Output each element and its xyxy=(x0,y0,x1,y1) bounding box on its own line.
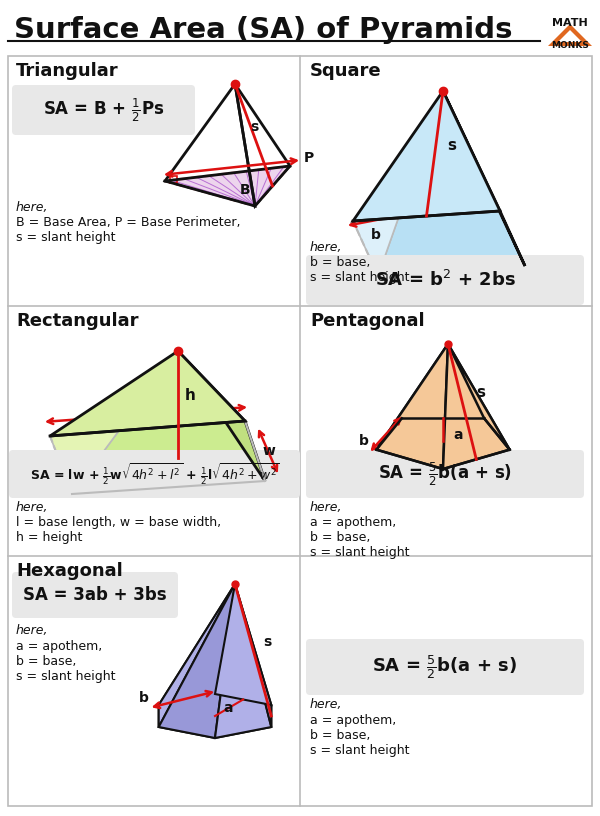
Text: s: s xyxy=(263,635,271,649)
Polygon shape xyxy=(159,584,235,738)
Text: Square: Square xyxy=(310,62,382,80)
Polygon shape xyxy=(353,91,443,276)
FancyBboxPatch shape xyxy=(12,572,178,618)
FancyBboxPatch shape xyxy=(9,450,300,498)
Polygon shape xyxy=(215,584,271,738)
Polygon shape xyxy=(353,91,500,221)
Text: h: h xyxy=(185,388,196,402)
Bar xyxy=(357,215,364,222)
Text: B = Base Area, P = Base Perimeter,
s = slant height: B = Base Area, P = Base Perimeter, s = s… xyxy=(16,216,241,244)
Text: here,: here, xyxy=(16,501,49,514)
Text: b = base,
s = slant height: b = base, s = slant height xyxy=(310,256,409,284)
Polygon shape xyxy=(376,419,509,469)
Text: here,: here, xyxy=(16,201,49,214)
Text: here,: here, xyxy=(310,698,343,711)
Text: SA = b$^2$ + 2bs: SA = b$^2$ + 2bs xyxy=(374,270,515,290)
Text: MATH: MATH xyxy=(552,18,588,28)
FancyBboxPatch shape xyxy=(306,639,584,695)
Text: SA = 3ab + 3bs: SA = 3ab + 3bs xyxy=(23,586,167,604)
Polygon shape xyxy=(378,91,525,276)
Bar xyxy=(170,176,177,183)
Text: b: b xyxy=(358,433,368,448)
Text: s: s xyxy=(447,138,456,153)
Bar xyxy=(241,693,247,698)
Polygon shape xyxy=(376,344,448,450)
Text: l = base length, w = base width,
h = height: l = base length, w = base width, h = hei… xyxy=(16,516,221,544)
Text: MONKS: MONKS xyxy=(551,41,589,50)
Polygon shape xyxy=(443,344,509,469)
Polygon shape xyxy=(72,351,265,494)
Polygon shape xyxy=(159,694,271,738)
Bar xyxy=(374,445,380,450)
Text: here,: here, xyxy=(310,241,343,254)
Text: P: P xyxy=(304,151,314,165)
Text: Hexagonal: Hexagonal xyxy=(16,562,123,580)
Bar xyxy=(440,414,446,419)
Polygon shape xyxy=(165,166,290,206)
Polygon shape xyxy=(558,30,582,42)
Text: b: b xyxy=(371,228,381,242)
Polygon shape xyxy=(178,351,265,481)
Polygon shape xyxy=(402,344,484,419)
Text: a = apothem,
b = base,
s = slant height: a = apothem, b = base, s = slant height xyxy=(310,714,409,757)
Polygon shape xyxy=(235,584,271,727)
FancyBboxPatch shape xyxy=(306,450,584,498)
Polygon shape xyxy=(215,584,271,705)
Text: w: w xyxy=(263,444,276,458)
Text: B: B xyxy=(240,183,251,197)
Text: a: a xyxy=(223,701,233,715)
Text: s: s xyxy=(476,384,485,400)
Text: Surface Area (SA) of Pyramids: Surface Area (SA) of Pyramids xyxy=(14,16,512,44)
Text: Triangular: Triangular xyxy=(16,62,119,80)
Polygon shape xyxy=(159,584,235,727)
Polygon shape xyxy=(448,344,509,450)
FancyBboxPatch shape xyxy=(306,255,584,305)
Text: a = apothem,
b = base,
s = slant height: a = apothem, b = base, s = slant height xyxy=(310,516,409,559)
Text: here,: here, xyxy=(16,624,49,637)
Text: b: b xyxy=(139,691,149,705)
Text: s: s xyxy=(251,120,259,134)
Polygon shape xyxy=(548,24,592,46)
Text: SA = lw + $\frac{1}{2}$w$\sqrt{4h^2+l^2}$ + $\frac{1}{2}$l$\sqrt{4h^2+w^2}$: SA = lw + $\frac{1}{2}$w$\sqrt{4h^2+l^2}… xyxy=(30,461,279,486)
Polygon shape xyxy=(50,351,178,494)
Polygon shape xyxy=(443,91,525,266)
Polygon shape xyxy=(159,584,235,705)
Text: here,: here, xyxy=(310,501,343,514)
Text: l: l xyxy=(143,389,149,404)
FancyBboxPatch shape xyxy=(12,85,195,135)
Bar xyxy=(179,452,186,459)
Text: Pentagonal: Pentagonal xyxy=(310,312,425,330)
Text: Rectangular: Rectangular xyxy=(16,312,139,330)
Polygon shape xyxy=(376,344,448,469)
Text: SA = $\frac{5}{2}$b(a + s): SA = $\frac{5}{2}$b(a + s) xyxy=(373,653,518,681)
Text: a: a xyxy=(453,428,463,442)
Text: SA = $\frac{5}{2}$b(a + s): SA = $\frac{5}{2}$b(a + s) xyxy=(378,460,512,488)
Text: SA = B + $\frac{1}{2}$Ps: SA = B + $\frac{1}{2}$Ps xyxy=(43,96,164,124)
Polygon shape xyxy=(50,351,245,436)
Text: a = apothem,
b = base,
s = slant height: a = apothem, b = base, s = slant height xyxy=(16,640,115,683)
